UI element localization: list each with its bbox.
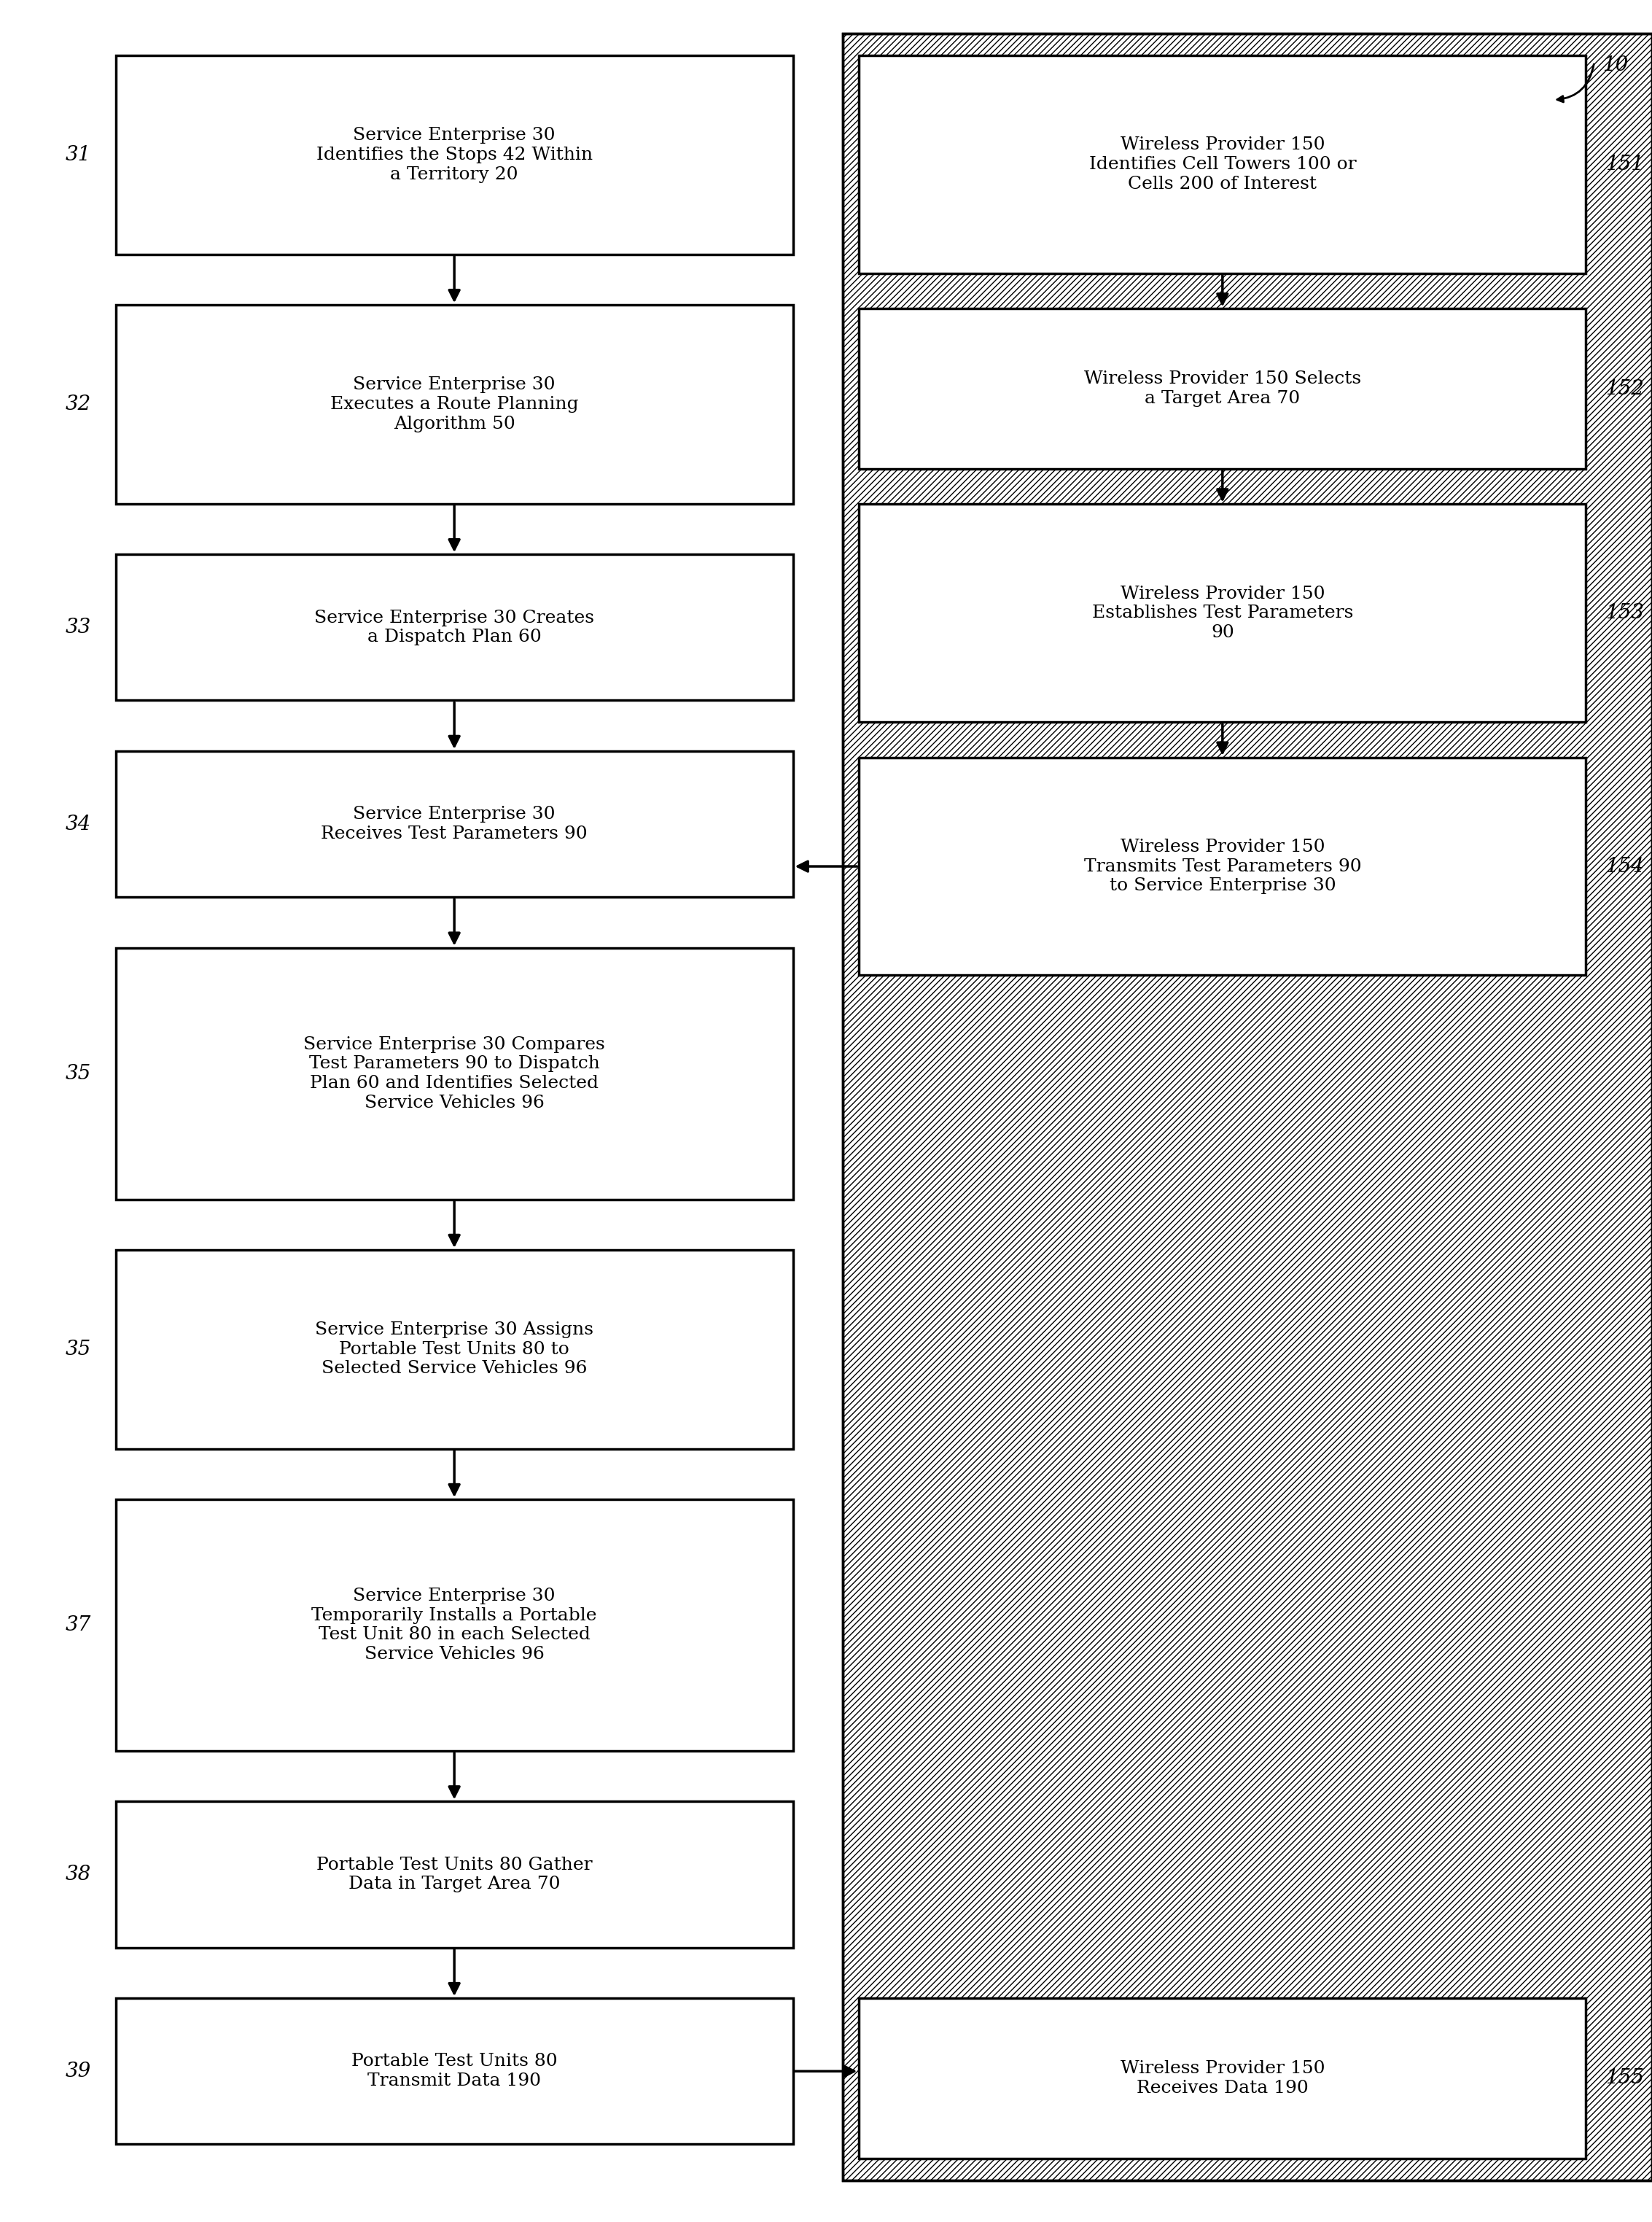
Text: 38: 38 [64, 1864, 91, 1884]
Bar [116, 751, 793, 898]
Bar [859, 309, 1586, 469]
Text: 152: 152 [1606, 380, 1644, 398]
Text: Service Enterprise 30
Temporarily Installs a Portable
Test Unit 80 in each Selec: Service Enterprise 30 Temporarily Instal… [312, 1587, 596, 1662]
Text: 35: 35 [64, 1064, 91, 1084]
Text: 151: 151 [1606, 156, 1644, 173]
Bar [116, 56, 793, 253]
Text: 35: 35 [64, 1340, 91, 1360]
Text: Service Enterprise 30 Compares
Test Parameters 90 to Dispatch
Plan 60 and Identi: Service Enterprise 30 Compares Test Para… [304, 1035, 605, 1111]
Text: Wireless Provider 150
Receives Data 190: Wireless Provider 150 Receives Data 190 [1120, 2060, 1325, 2095]
Bar [116, 1500, 793, 1751]
Bar [116, 1802, 793, 1946]
Bar [843, 33, 1652, 2180]
Text: Service Enterprise 30
Receives Test Parameters 90: Service Enterprise 30 Receives Test Para… [320, 807, 588, 842]
Bar [859, 504, 1586, 722]
Text: 10: 10 [1602, 56, 1629, 76]
Bar [116, 304, 793, 504]
Bar [116, 949, 793, 1200]
Text: Service Enterprise 30 Assigns
Portable Test Units 80 to
Selected Service Vehicle: Service Enterprise 30 Assigns Portable T… [316, 1322, 593, 1378]
Text: Wireless Provider 150
Establishes Test Parameters
90: Wireless Provider 150 Establishes Test P… [1092, 584, 1353, 640]
Text: 32: 32 [64, 396, 91, 413]
Text: Service Enterprise 30
Identifies the Stops 42 Within
a Territory 20: Service Enterprise 30 Identifies the Sto… [316, 127, 593, 182]
Bar [116, 556, 793, 700]
Text: Service Enterprise 30 Creates
a Dispatch Plan 60: Service Enterprise 30 Creates a Dispatch… [314, 609, 595, 644]
Bar [116, 1998, 793, 2144]
Text: 34: 34 [64, 813, 91, 833]
Bar [859, 1998, 1586, 2158]
Bar [116, 1251, 793, 1449]
Bar [859, 758, 1586, 975]
Text: 155: 155 [1606, 2069, 1644, 2089]
Text: Wireless Provider 150 Selects
a Target Area 70: Wireless Provider 150 Selects a Target A… [1084, 371, 1361, 407]
Text: Wireless Provider 150
Transmits Test Parameters 90
to Service Enterprise 30: Wireless Provider 150 Transmits Test Par… [1084, 838, 1361, 893]
Text: 154: 154 [1606, 855, 1644, 875]
FancyArrowPatch shape [1558, 64, 1594, 102]
Text: 153: 153 [1606, 604, 1644, 622]
Text: 31: 31 [64, 144, 91, 164]
Text: 33: 33 [64, 618, 91, 638]
Text: 39: 39 [64, 2062, 91, 2082]
Text: Portable Test Units 80 Gather
Data in Target Area 70: Portable Test Units 80 Gather Data in Ta… [316, 1855, 593, 1893]
Text: Service Enterprise 30
Executes a Route Planning
Algorithm 50: Service Enterprise 30 Executes a Route P… [330, 376, 578, 431]
Text: Portable Test Units 80
Transmit Data 190: Portable Test Units 80 Transmit Data 190 [352, 2053, 557, 2089]
Text: Wireless Provider 150
Identifies Cell Towers 100 or
Cells 200 of Interest: Wireless Provider 150 Identifies Cell To… [1089, 136, 1356, 193]
Text: 37: 37 [64, 1615, 91, 1635]
Bar [859, 56, 1586, 273]
Bar [843, 33, 1652, 2180]
